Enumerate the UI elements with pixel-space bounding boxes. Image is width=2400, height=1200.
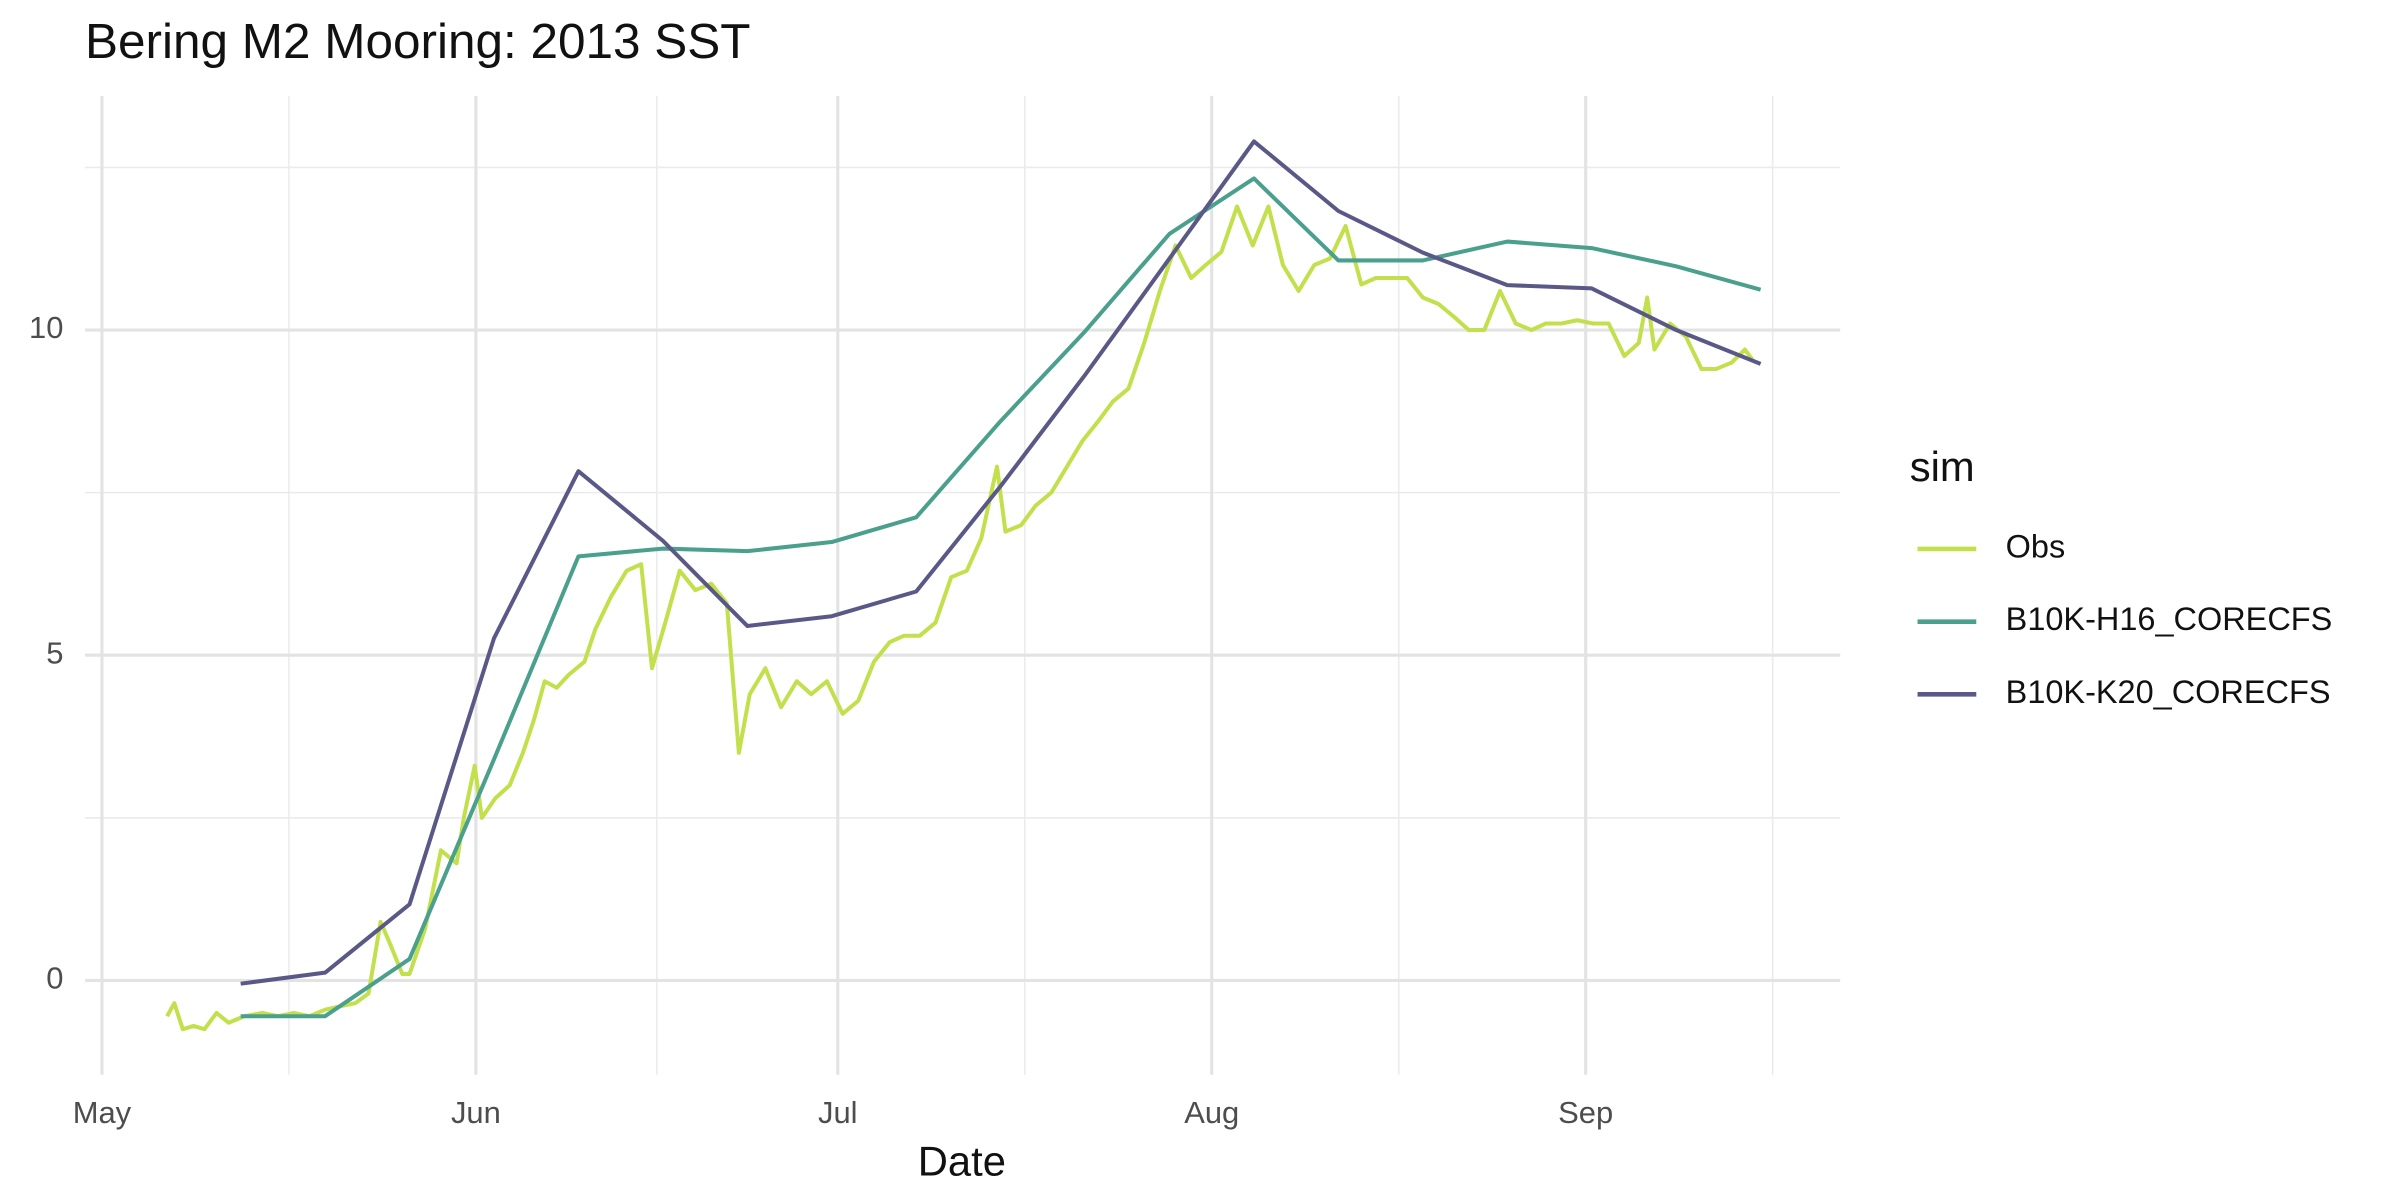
x-tick-label: Jun (451, 1095, 501, 1130)
y-tick-label: 5 (46, 635, 63, 670)
chart-title: Bering M2 Mooring: 2013 SST (85, 14, 750, 69)
series-line (240, 139, 1762, 986)
series-line (240, 176, 1762, 1019)
x-tick-label: Sep (1558, 1095, 1613, 1130)
series-line (165, 204, 1754, 1032)
legend-label: Obs (2006, 529, 2066, 565)
x-axis-title: Date (918, 1137, 1006, 1184)
x-tick-label: May (73, 1095, 132, 1130)
legend-label: B10K-K20_CORECFS (2006, 674, 2331, 710)
grid: 0 5 10 May Jun Jul Aug Sep (29, 95, 1841, 1130)
y-tick-label: 10 (29, 310, 63, 345)
labels: Bering M2 Mooring: 2013 SST Date sim (85, 14, 1975, 1185)
x-tick-label: Aug (1184, 1095, 1239, 1130)
plot-lines (165, 139, 1762, 1032)
legend-label: B10K-H16_CORECFS (2006, 601, 2333, 637)
y-tick-label: 0 (46, 961, 63, 996)
legend-title: sim (1910, 443, 1975, 490)
legend: Obs B10K-H16_CORECFS B10K-K20_CORECFS (1917, 529, 2333, 710)
x-tick-label: Jul (818, 1095, 858, 1130)
